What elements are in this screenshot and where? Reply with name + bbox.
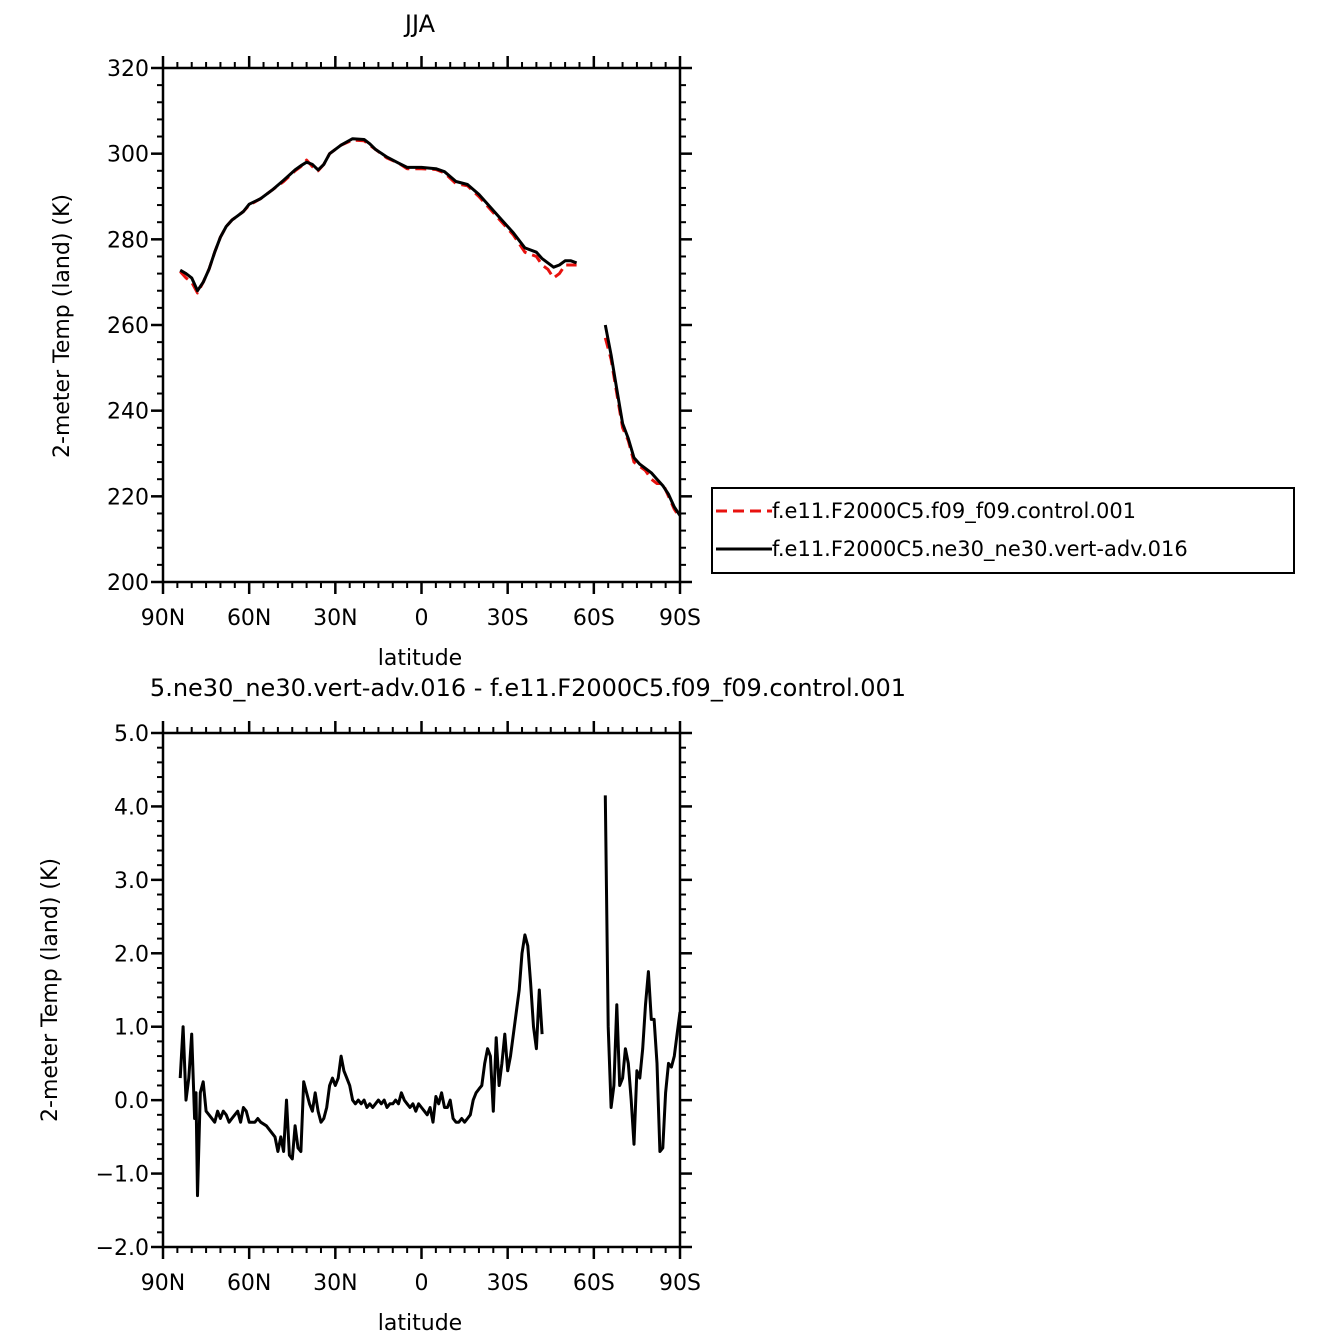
x-tick-label: 90S	[659, 606, 701, 631]
bottom-plot-area: 90N 60N 30N 0 30S 60S 90S −2.0 −1.0 0.0 1.0 2.0 3.0 4…	[96, 721, 701, 1296]
top-x-axis-label: latitude	[378, 646, 462, 671]
series-line-0-segment-0	[179, 138, 577, 295]
y-tick-label: 5.0	[114, 722, 149, 747]
legend-label-vert-adv: f.e11.F2000C5.ne30_ne30.vert-adv.016	[772, 537, 1188, 562]
y-tick-label: 280	[107, 228, 149, 253]
y-tick-label: 240	[107, 400, 149, 425]
x-tick-label: 90S	[659, 1271, 701, 1296]
bottom-x-axis-label: latitude	[378, 1311, 462, 1336]
legend-box	[711, 487, 1295, 574]
legend-label-control: f.e11.F2000C5.f09_f09.control.001	[772, 499, 1136, 524]
y-tick-label: −1.0	[96, 1163, 149, 1188]
top-panel: JJA 90N 60N 30N 0 30S 60S 90S 200 220 240 260 280 30…	[50, 10, 1295, 671]
x-tick-label: 0	[415, 606, 429, 631]
x-tick-label: 60N	[227, 1271, 271, 1296]
y-tick-label: 2.0	[114, 942, 149, 967]
x-tick-label: 60N	[227, 606, 271, 631]
plot-frame	[161, 66, 682, 584]
top-plot-area: 90N 60N 30N 0 30S 60S 90S 200 220 240 260 280 300 320	[107, 56, 701, 631]
series-line-0-segment-1	[603, 795, 682, 1153]
x-tick-label: 0	[415, 1271, 429, 1296]
y-tick-label: 220	[107, 485, 149, 510]
bottom-y-axis-label: 2-meter Temp (land) (K)	[38, 858, 63, 1122]
y-tick-label: 1.0	[114, 1016, 149, 1041]
x-tick-label: 30S	[487, 1271, 529, 1296]
x-tick-label: 30N	[313, 1271, 357, 1296]
bottom-chart-title: 5.ne30_ne30.vert-adv.016 - f.e11.F2000C5…	[150, 674, 906, 702]
series-line-0-segment-0	[178, 933, 544, 1198]
y-tick-label: 3.0	[114, 869, 149, 894]
x-tick-label: 90N	[141, 1271, 185, 1296]
series-group	[179, 137, 682, 519]
bottom-panel: 5.ne30_ne30.vert-adv.016 - f.e11.F2000C5…	[38, 674, 906, 1336]
series-line-1-segment-1	[603, 324, 682, 517]
y-tick-label: −2.0	[96, 1236, 149, 1261]
series-group	[178, 795, 682, 1198]
y-tick-label: 300	[107, 143, 149, 168]
x-tick-label: 30S	[487, 606, 529, 631]
y-tick-label: 4.0	[114, 795, 149, 820]
y-tick-label: 200	[107, 571, 149, 596]
x-tick-label: 60S	[573, 606, 615, 631]
x-tick-label: 30N	[313, 606, 357, 631]
top-y-axis-label: 2-meter Temp (land) (K)	[50, 194, 75, 458]
legend: f.e11.F2000C5.f09_f09.control.001 f.e11.…	[711, 487, 1295, 574]
top-chart-title: JJA	[403, 10, 436, 38]
y-tick-label: 320	[107, 57, 149, 82]
x-tick-label: 90N	[141, 606, 185, 631]
plot-frame	[161, 731, 682, 1249]
series-line-1-segment-0	[179, 137, 578, 293]
y-tick-label: 260	[107, 314, 149, 339]
series-line-0-segment-1	[603, 337, 682, 519]
y-tick-label: 0.0	[114, 1089, 149, 1114]
x-tick-label: 60S	[573, 1271, 615, 1296]
